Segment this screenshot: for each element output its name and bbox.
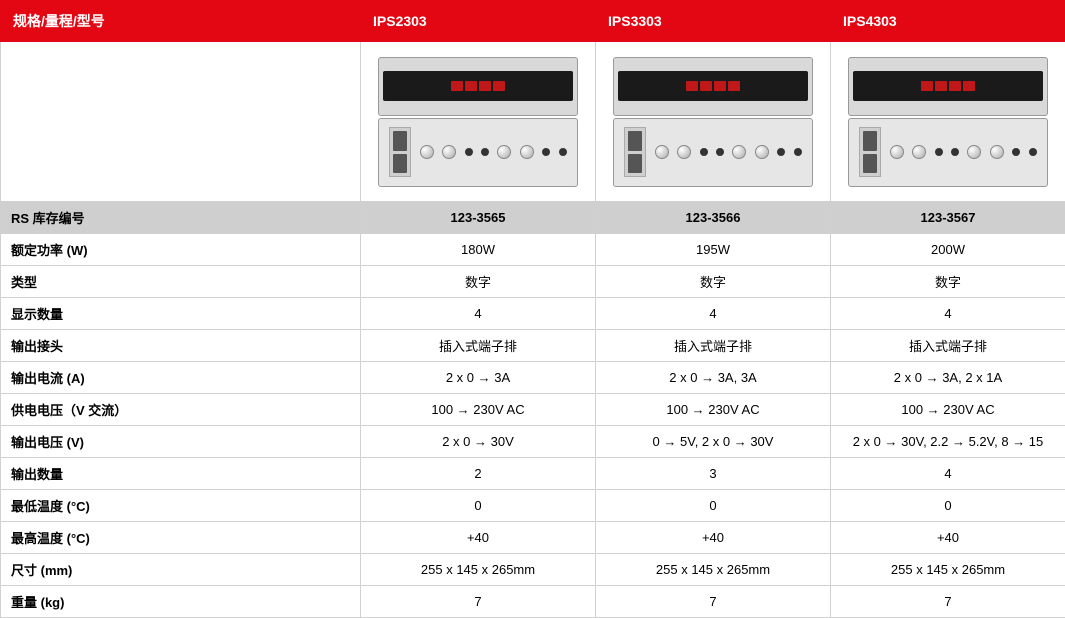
spec-value: 数字 (831, 266, 1065, 298)
spec-value: 195W (596, 234, 831, 266)
spec-value: 2 x 0 → 30V (361, 426, 596, 458)
spec-label: 最低温度 (°C) (1, 490, 361, 522)
spec-value: 2 x 0 → 3A, 3A (596, 362, 831, 394)
spec-label: 最高温度 (°C) (1, 522, 361, 554)
spec-value: 2 x 0 → 30V, 2.2 → 5.2V, 8 → 15 (831, 426, 1065, 458)
spec-row: 输出电压 (V) 2 x 0 → 30V 0 → 5V, 2 x 0 → 30V… (1, 426, 1065, 458)
spec-value: 插入式端子排 (831, 330, 1065, 362)
spec-value: 插入式端子排 (596, 330, 831, 362)
spec-label: 输出电流 (A) (1, 362, 361, 394)
spec-row: 输出电流 (A) 2 x 0 → 3A 2 x 0 → 3A, 3A 2 x 0… (1, 362, 1065, 394)
spec-value: 7 (596, 586, 831, 618)
power-supply-icon (613, 57, 813, 187)
spec-value: 100 → 230V AC (831, 394, 1065, 426)
spec-row: 尺寸 (mm) 255 x 145 x 265mm 255 x 145 x 26… (1, 554, 1065, 586)
spec-value: 4 (831, 298, 1065, 330)
spec-row: 供电电压（V 交流） 100 → 230V AC 100 → 230V AC 1… (1, 394, 1065, 426)
image-row-label (1, 42, 361, 202)
spec-row: 最低温度 (°C) 0 0 0 (1, 490, 1065, 522)
spec-label: 类型 (1, 266, 361, 298)
header-model-0: IPS2303 (361, 1, 596, 42)
spec-label: 供电电压（V 交流） (1, 394, 361, 426)
power-supply-icon (848, 57, 1048, 187)
stock-value-2: 123-3567 (831, 202, 1065, 234)
spec-value: 4 (831, 458, 1065, 490)
spec-value: +40 (596, 522, 831, 554)
spec-value: 数字 (596, 266, 831, 298)
spec-label: 输出数量 (1, 458, 361, 490)
spec-value: 数字 (361, 266, 596, 298)
spec-value: 7 (831, 586, 1065, 618)
spec-value: +40 (831, 522, 1065, 554)
header-model-2: IPS4303 (831, 1, 1065, 42)
spec-row: 显示数量 4 4 4 (1, 298, 1065, 330)
spec-value: 200W (831, 234, 1065, 266)
spec-value: 4 (361, 298, 596, 330)
image-row (1, 42, 1065, 202)
spec-value: 255 x 145 x 265mm (361, 554, 596, 586)
header-model-1: IPS3303 (596, 1, 831, 42)
spec-value: 180W (361, 234, 596, 266)
spec-row: 重量 (kg) 7 7 7 (1, 586, 1065, 618)
stock-label: RS 库存编号 (1, 202, 361, 234)
spec-value: 3 (596, 458, 831, 490)
product-image-1 (596, 42, 831, 202)
spec-value: 2 (361, 458, 596, 490)
spec-value: 7 (361, 586, 596, 618)
spec-label: 额定功率 (W) (1, 234, 361, 266)
header-spec-label: 规格/量程/型号 (1, 1, 361, 42)
spec-value: 0 → 5V, 2 x 0 → 30V (596, 426, 831, 458)
spec-row: 输出接头 插入式端子排 插入式端子排 插入式端子排 (1, 330, 1065, 362)
spec-comparison-table: 规格/量程/型号 IPS2303 IPS3303 IPS4303 (0, 0, 1065, 618)
spec-value: 100 → 230V AC (596, 394, 831, 426)
stock-value-0: 123-3565 (361, 202, 596, 234)
product-image-2 (831, 42, 1065, 202)
spec-value: 255 x 145 x 265mm (596, 554, 831, 586)
spec-row: 类型 数字 数字 数字 (1, 266, 1065, 298)
spec-value: 0 (831, 490, 1065, 522)
spec-value: 0 (361, 490, 596, 522)
stock-number-row: RS 库存编号 123-3565 123-3566 123-3567 (1, 202, 1065, 234)
spec-value: 100 → 230V AC (361, 394, 596, 426)
spec-value: 255 x 145 x 265mm (831, 554, 1065, 586)
stock-value-1: 123-3566 (596, 202, 831, 234)
spec-label: 输出电压 (V) (1, 426, 361, 458)
spec-row: 额定功率 (W) 180W 195W 200W (1, 234, 1065, 266)
spec-label: 尺寸 (mm) (1, 554, 361, 586)
spec-label: 显示数量 (1, 298, 361, 330)
spec-row: 最高温度 (°C) +40 +40 +40 (1, 522, 1065, 554)
spec-label: 输出接头 (1, 330, 361, 362)
spec-row: 输出数量 2 3 4 (1, 458, 1065, 490)
spec-label: 重量 (kg) (1, 586, 361, 618)
spec-value: +40 (361, 522, 596, 554)
spec-value: 2 x 0 → 3A, 2 x 1A (831, 362, 1065, 394)
spec-value: 0 (596, 490, 831, 522)
header-row: 规格/量程/型号 IPS2303 IPS3303 IPS4303 (1, 1, 1065, 42)
spec-value: 2 x 0 → 3A (361, 362, 596, 394)
spec-value: 4 (596, 298, 831, 330)
spec-value: 插入式端子排 (361, 330, 596, 362)
power-supply-icon (378, 57, 578, 187)
product-image-0 (361, 42, 596, 202)
